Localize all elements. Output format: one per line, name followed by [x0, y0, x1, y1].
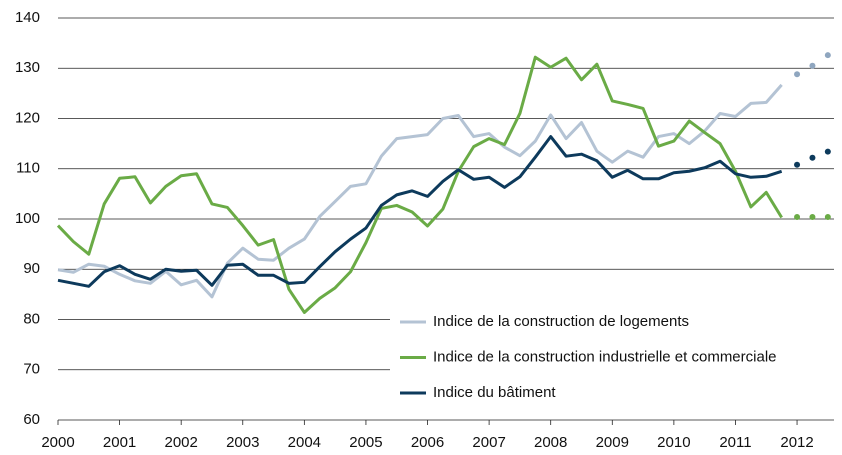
legend-label: Indice de la construction de logements — [433, 313, 689, 330]
legend-box — [390, 302, 842, 414]
series-line — [57, 135, 783, 288]
x-tick-label: 2000 — [41, 434, 74, 451]
y-tick-label: 130 — [15, 59, 40, 76]
x-tick-label: 2007 — [472, 434, 505, 451]
y-tick-label: 100 — [15, 210, 40, 227]
y-tick-label: 120 — [15, 109, 40, 126]
y-tick-label: 140 — [15, 9, 40, 26]
x-tick-label: 2001 — [103, 434, 136, 451]
x-tick-label: 2003 — [226, 434, 259, 451]
legend-label: Indice du bâtiment — [433, 384, 556, 401]
forecast-dot — [824, 52, 831, 59]
x-tick-label: 2002 — [164, 434, 197, 451]
forecast-dot — [809, 62, 816, 69]
x-tick-label: 2012 — [780, 434, 813, 451]
x-tick-label: 2006 — [411, 434, 444, 451]
x-tick-label: 2004 — [288, 434, 321, 451]
y-tick-label: 80 — [23, 310, 40, 327]
y-tick-label: 60 — [23, 411, 40, 428]
forecast-dot — [809, 154, 816, 161]
forecast-dot — [809, 213, 816, 220]
x-tick-label: 2010 — [657, 434, 690, 451]
y-tick-label: 110 — [16, 160, 40, 177]
forecast-dot — [794, 71, 801, 78]
forecast-dot — [824, 213, 831, 220]
series-line — [57, 83, 783, 299]
x-tick-label: 2009 — [596, 434, 629, 451]
forecast-dot — [824, 148, 831, 155]
y-tick-label: 90 — [23, 260, 40, 277]
forecast-dot — [794, 161, 801, 168]
x-tick-label: 2008 — [534, 434, 567, 451]
x-tick-label: 2005 — [349, 434, 382, 451]
y-tick-label: 70 — [23, 361, 40, 378]
series-line — [56, 55, 783, 314]
legend-label: Indice de la construction industrielle e… — [433, 348, 777, 365]
x-tick-label: 2011 — [719, 434, 751, 451]
forecast-dot — [794, 213, 801, 220]
